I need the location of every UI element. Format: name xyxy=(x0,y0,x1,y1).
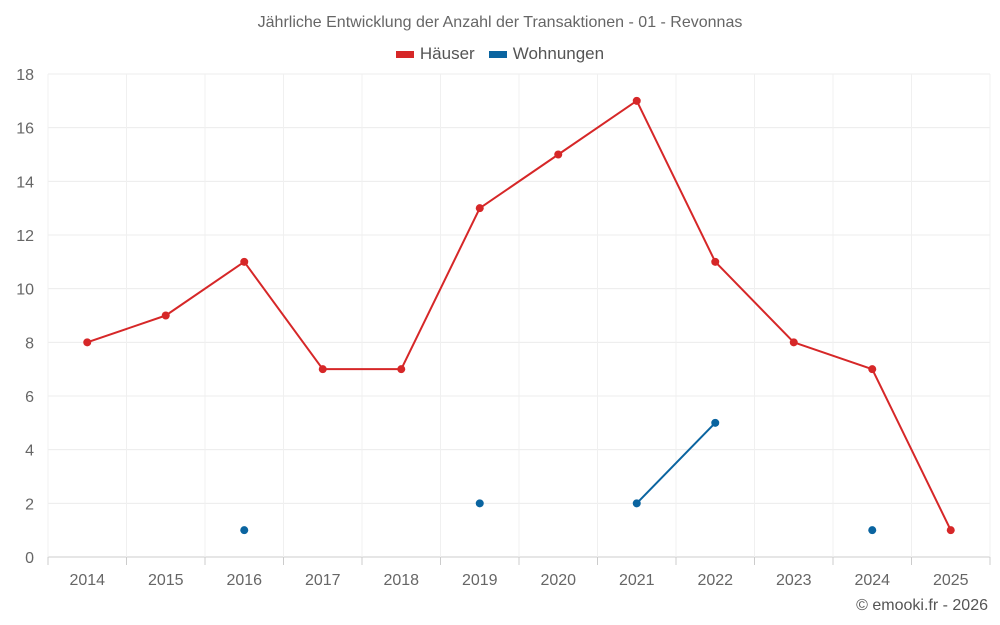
y-tick-label: 0 xyxy=(25,550,34,567)
data-point[interactable] xyxy=(475,499,484,508)
legend: Häuser Wohnungen xyxy=(0,44,1000,64)
x-tick-label: 2019 xyxy=(462,572,498,589)
data-point[interactable] xyxy=(632,499,641,508)
y-tick-label: 16 xyxy=(16,121,34,138)
series-1 xyxy=(240,418,877,535)
series-line xyxy=(86,99,952,531)
y-tick-label: 4 xyxy=(25,443,34,460)
y-tick-label: 18 xyxy=(16,67,34,84)
data-point[interactable] xyxy=(946,526,955,535)
y-tick-label: 12 xyxy=(16,228,34,245)
grid xyxy=(47,73,991,558)
legend-item-haeuser[interactable]: Häuser xyxy=(395,44,475,64)
x-tick-label: 2015 xyxy=(148,572,184,589)
y-axis: 0 2 4 6 8 10 12 14 16 18 xyxy=(16,67,34,567)
chart-title: Jährliche Entwicklung der Anzahl der Tra… xyxy=(257,14,743,31)
x-tick-label: 2024 xyxy=(854,572,890,589)
data-point[interactable] xyxy=(318,365,327,374)
legend-swatch-wohnungen xyxy=(488,50,507,58)
data-point[interactable] xyxy=(240,526,249,535)
x-tick-label: 2014 xyxy=(69,572,105,589)
data-point[interactable] xyxy=(868,365,877,374)
x-tick-label: 2016 xyxy=(226,572,262,589)
legend-item-wohnungen[interactable]: Wohnungen xyxy=(488,44,605,64)
series-line xyxy=(636,422,716,505)
data-point[interactable] xyxy=(240,257,249,266)
data-point[interactable] xyxy=(711,418,720,427)
x-tick-label: 2018 xyxy=(383,572,419,589)
x-tick-label: 2023 xyxy=(776,572,812,589)
x-tick-label: 2021 xyxy=(619,572,655,589)
series-layer xyxy=(83,96,955,535)
data-point[interactable] xyxy=(83,338,92,347)
legend-label-wohnungen: Wohnungen xyxy=(512,44,605,63)
credit-text: © emooki.fr - 2026 xyxy=(856,597,988,614)
y-tick-label: 6 xyxy=(25,389,34,406)
x-tick-label: 2017 xyxy=(305,572,341,589)
data-point[interactable] xyxy=(161,311,170,320)
legend-label-haeuser: Häuser xyxy=(419,44,475,63)
x-axis: 2014 2015 2016 2017 2018 2019 2020 2021 2022 2023… xyxy=(47,557,991,589)
x-tick-label: 2022 xyxy=(697,572,733,589)
data-point[interactable] xyxy=(711,257,720,266)
data-point[interactable] xyxy=(789,338,798,347)
y-tick-label: 10 xyxy=(16,282,34,299)
data-point[interactable] xyxy=(475,204,484,213)
y-tick-label: 8 xyxy=(25,335,34,352)
y-tick-label: 14 xyxy=(16,174,34,191)
data-point[interactable] xyxy=(397,365,406,374)
data-point[interactable] xyxy=(554,150,563,159)
data-point[interactable] xyxy=(632,96,641,105)
y-tick-label: 2 xyxy=(25,496,34,513)
x-tick-label: 2020 xyxy=(540,572,576,589)
data-point[interactable] xyxy=(868,526,877,535)
x-tick-label: 2025 xyxy=(933,572,969,589)
series-0 xyxy=(83,96,955,535)
legend-swatch-haeuser xyxy=(395,50,414,58)
